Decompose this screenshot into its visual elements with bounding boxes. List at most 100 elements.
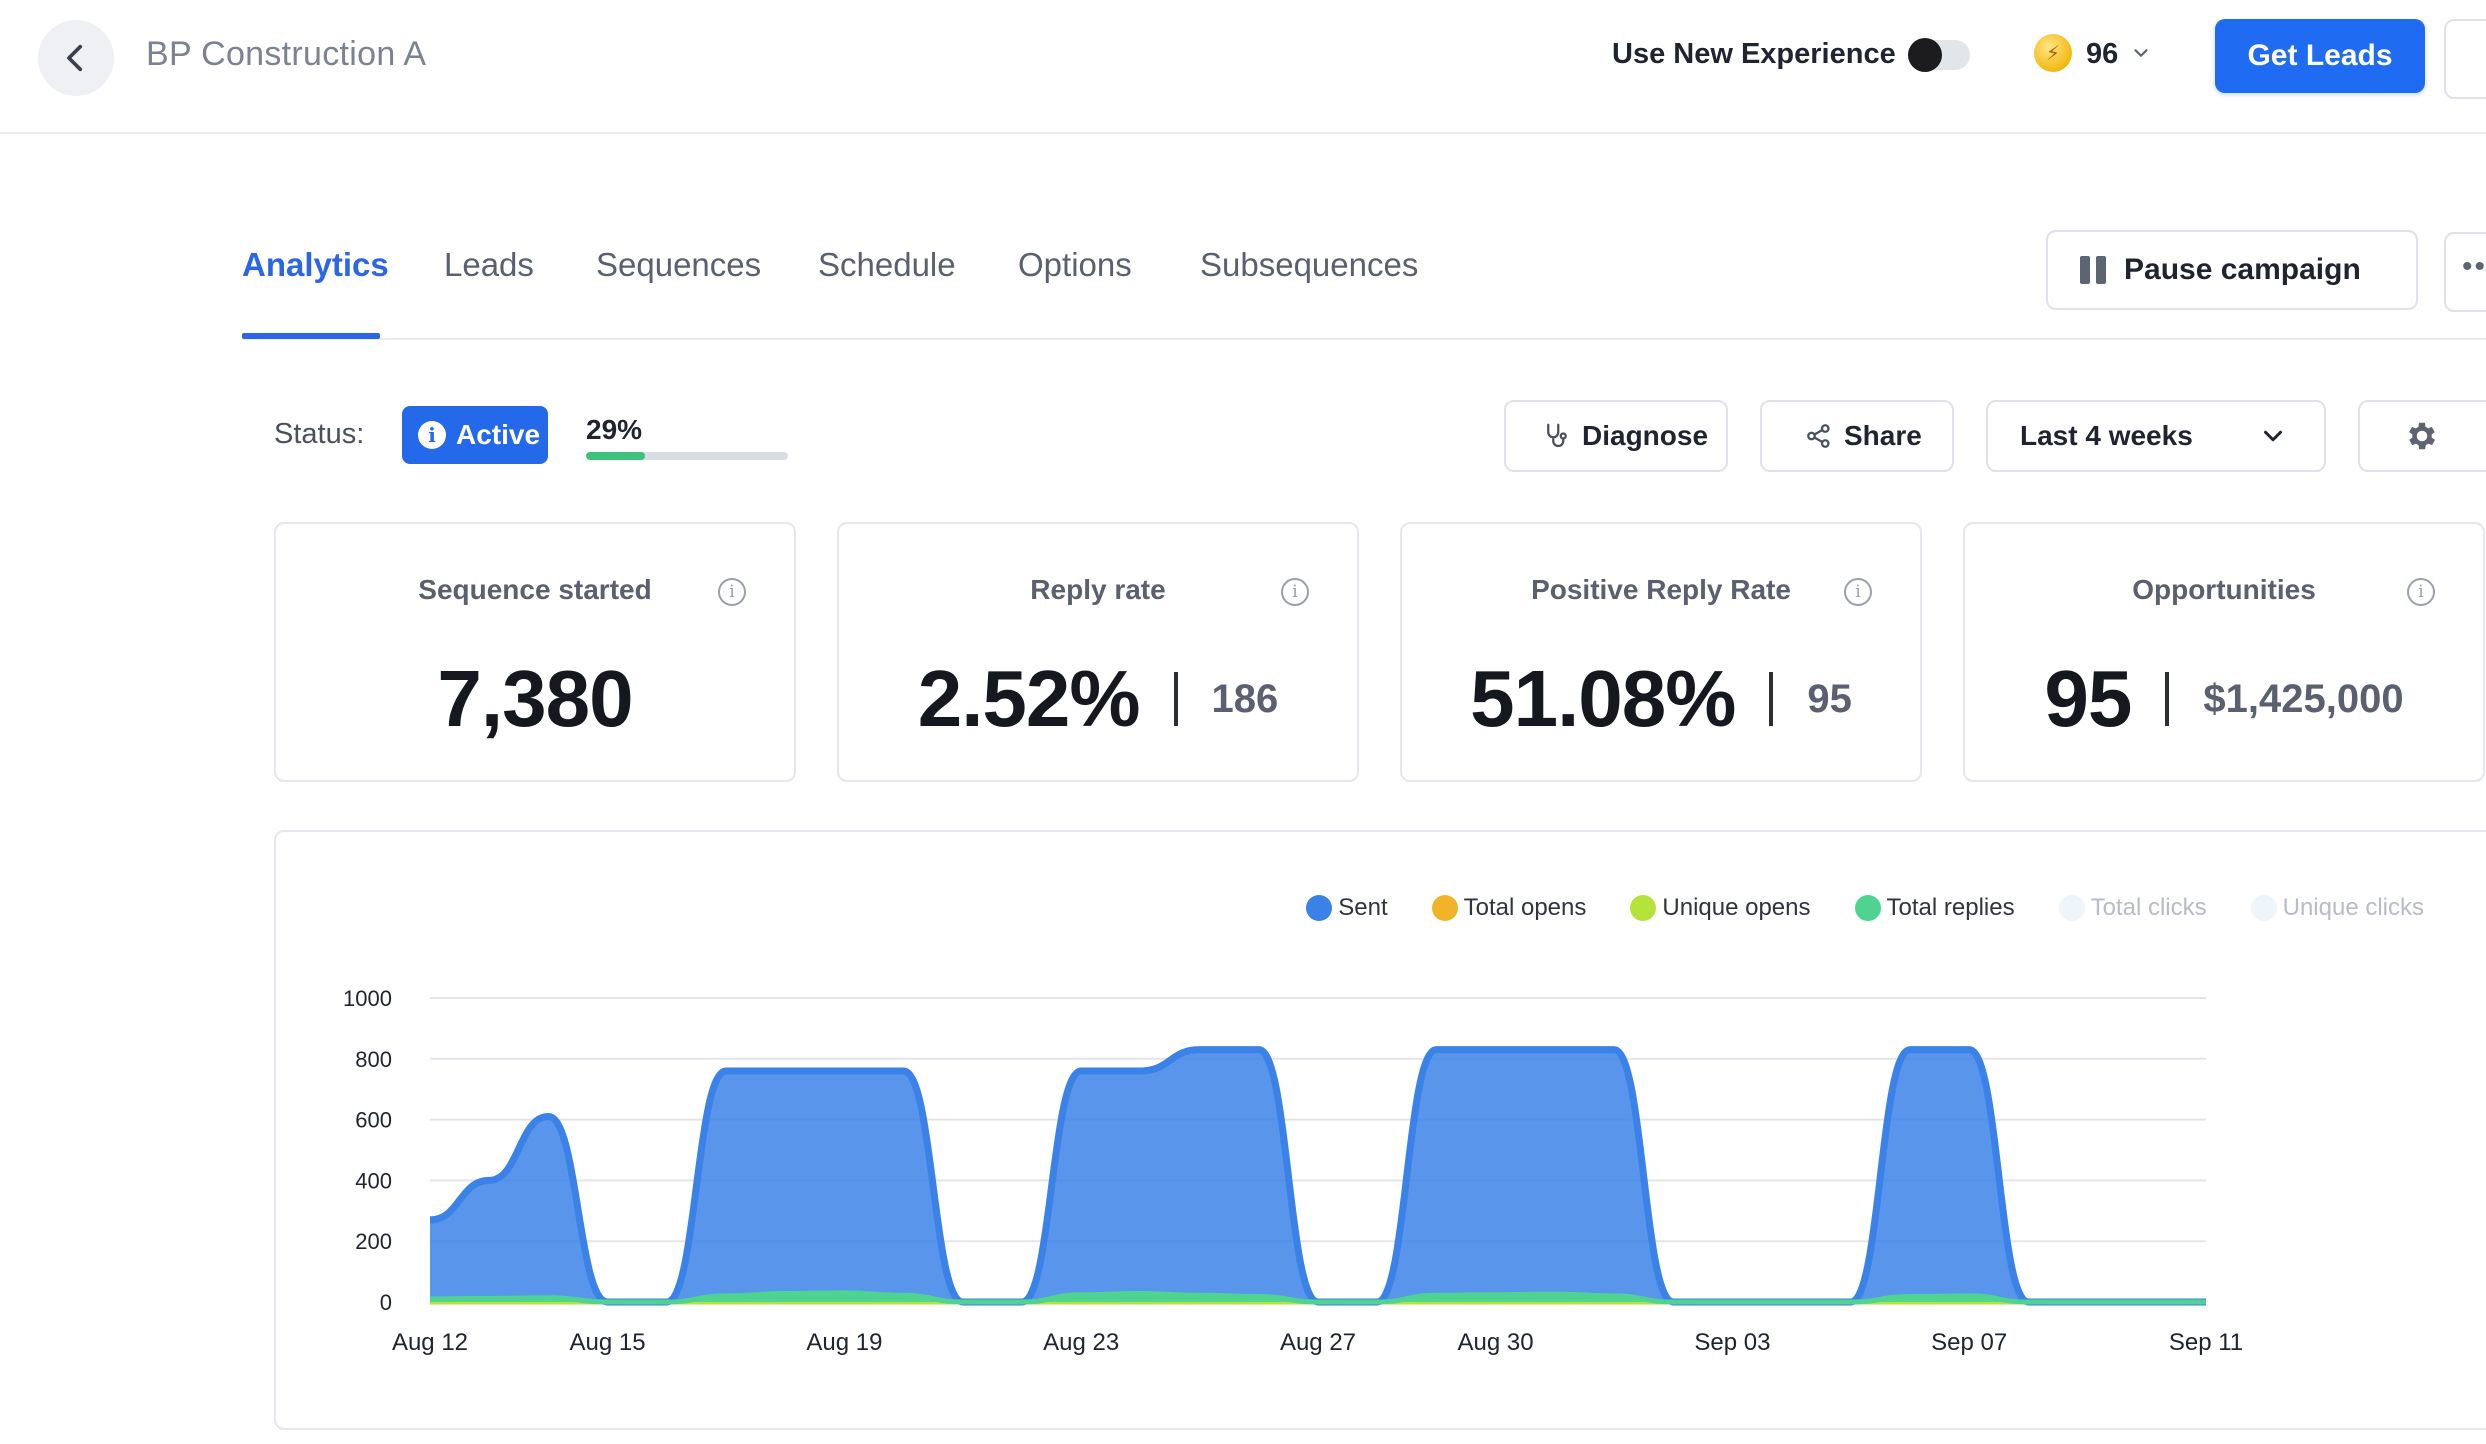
settings-button[interactable] [2358,400,2486,472]
legend-dot [1431,895,1458,921]
y-tick-label: 0 [380,1290,392,1315]
value-separator [2165,672,2170,726]
legend-item-total-opens[interactable]: Total opens [1431,894,1587,922]
get-leads-button[interactable]: Get Leads [2215,19,2425,93]
stat-card-subvalue: $1,425,000 [2203,677,2404,721]
value-separator [1769,672,1774,726]
stat-card-value-row: 95 $1,425,000 [1965,654,2483,744]
legend-dot [1854,895,1881,921]
status-badge-label: Active [456,419,541,450]
credits-count[interactable]: 96 [2086,38,2119,70]
more-options-button[interactable]: •• [2444,232,2486,312]
info-icon[interactable]: i [2407,578,2435,606]
legend-item-sent[interactable]: Sent [1306,894,1388,922]
tab-subsequences[interactable]: Subsequences [1200,246,1419,283]
x-tick-label: Aug 23 [1043,1329,1119,1356]
stat-card-title: Positive Reply Rate [1531,574,1791,605]
info-icon: i [418,421,446,449]
pause-campaign-label: Pause campaign [2124,253,2361,286]
stat-card-title: Reply rate [1030,574,1166,605]
legend-dot [2058,895,2085,921]
chevron-down-icon[interactable] [2130,42,2152,64]
stat-card-value: 7,380 [437,654,633,743]
legend-label: Total clicks [2090,894,2207,921]
legend-item-total-clicks[interactable]: Total clicks [2058,894,2207,922]
stat-card-positive-reply-rate: Positive Reply Rate i 51.08% 95 [1400,522,1922,782]
legend-dot [2250,895,2277,921]
new-experience-label: Use New Experience [1612,38,1896,70]
status-label: Status: [274,418,365,450]
tab-analytics[interactable]: Analytics [242,246,389,283]
analytics-chart: 0 200 400 600 800 1000 Aug 12 Aug 15 Aug 19 Aug 2… [274,830,2486,1430]
x-tick-label: Aug 12 [392,1329,468,1356]
tab-leads[interactable]: Leads [444,246,534,283]
diagnose-button[interactable]: Diagnose [1504,400,1728,472]
stat-card-subvalue: 95 [1807,677,1852,721]
legend-item-unique-clicks[interactable]: Unique clicks [2250,894,2424,922]
date-range-select[interactable]: Last 4 weeks [1986,400,2326,472]
y-tick-label: 800 [355,1047,392,1072]
x-tick-label: Aug 19 [806,1329,882,1356]
chevron-down-icon [2264,430,2282,442]
toggle-knob [1908,38,1942,72]
chart-canvas: 0 200 400 600 800 1000 Aug 12 Aug 15 Aug 19 Aug 2… [343,986,2243,1356]
share-button[interactable]: Share [1760,400,1954,472]
legend-label: Total opens [1463,894,1587,921]
lightning-coin-icon[interactable]: ⚡ [2034,34,2072,72]
x-tick-label: Sep 03 [1694,1329,1770,1356]
stat-card-value: 51.08% [1470,654,1736,743]
legend-item-unique-opens[interactable]: Unique opens [1630,894,1811,922]
status-badge[interactable]: i Active [402,406,548,464]
y-tick-label: 200 [355,1229,392,1254]
info-icon[interactable]: i [1281,578,1309,606]
stat-card-sequence-started: Sequence started i 7,380 [274,522,796,782]
x-tick-label: Aug 27 [1280,1329,1356,1356]
legend-dot [1630,895,1657,921]
pause-campaign-button[interactable]: Pause campaign [2046,230,2418,310]
active-tab-indicator [242,333,380,339]
new-experience-toggle[interactable] [1908,38,1970,72]
tab-options[interactable]: Options [1018,246,1132,283]
info-icon[interactable]: i [1844,578,1872,606]
series-line-total-replies [429,1290,2206,1305]
progress-bar-fill [586,452,645,460]
top-bar: BP Construction A Use New Experience ⚡ 9… [0,0,2486,134]
stethoscope-icon [1547,423,1567,448]
stat-card-subvalue: 186 [1211,677,1279,721]
campaign-title: BP Construction A [146,35,427,73]
info-icon[interactable]: i [718,578,746,606]
back-button[interactable] [38,20,114,96]
legend-label: Unique clicks [2282,894,2424,921]
legend-item-total-replies[interactable]: Total replies [1854,894,2015,922]
progress-bar [586,452,788,460]
stat-card-reply-rate: Reply rate i 2.52% 186 [837,522,1359,782]
tab-schedule[interactable]: Schedule [818,246,956,283]
x-tick-label: Aug 15 [570,1329,646,1356]
y-tick-label: 600 [355,1108,392,1133]
stat-card-value-row: 51.08% 95 [1402,654,1920,744]
share-label: Share [1844,420,1922,451]
series-line-sent [429,1046,2206,1306]
date-range-value: Last 4 weeks [2020,420,2193,451]
stat-card-title: Opportunities [2132,574,2316,605]
chevron-left-icon [67,44,83,72]
stat-card-title: Sequence started [418,574,652,605]
pause-icon [2080,256,2106,284]
gear-icon [2409,422,2436,450]
value-separator [1173,672,1178,726]
legend-label: Sent [1338,894,1388,921]
series-area-sent [430,1049,2206,1302]
overflow-button[interactable] [2444,19,2486,99]
stat-card-value-row: 7,380 [276,654,794,744]
y-tick-label: 1000 [343,986,392,1011]
legend-label: Unique opens [1662,894,1811,921]
stat-card-value: 95 [2044,654,2132,743]
stat-card-opportunities: Opportunities i 95 $1,425,000 [1963,522,2485,782]
legend-dot [1306,895,1333,921]
chart-legend: Sent Total opens Unique opens Total replies… [1306,894,2424,922]
y-tick-label: 400 [355,1168,392,1193]
diagnose-label: Diagnose [1582,420,1709,451]
tab-sequences[interactable]: Sequences [596,246,762,283]
share-icon [1807,424,1830,448]
legend-label: Total replies [1886,894,2015,921]
